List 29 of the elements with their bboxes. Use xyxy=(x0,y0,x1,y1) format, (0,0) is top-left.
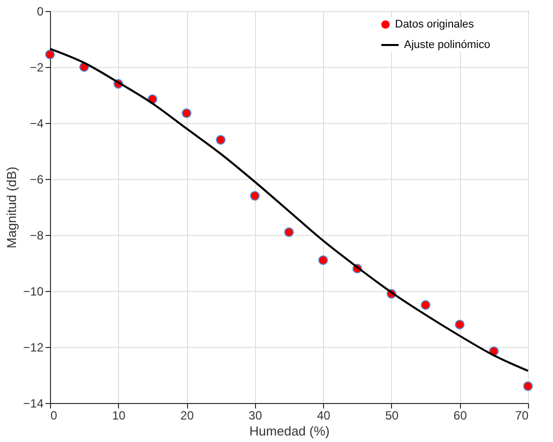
y-axis-title: Magnitud (dB) xyxy=(4,166,20,248)
point xyxy=(523,381,533,392)
y-tick-label: 0 xyxy=(36,4,44,18)
x-tick-label: 70 xyxy=(515,408,529,422)
x-tick-label: 30 xyxy=(248,408,262,422)
point xyxy=(454,320,465,330)
point xyxy=(284,227,294,238)
x-tick-label: 50 xyxy=(385,408,399,422)
point xyxy=(182,108,192,118)
x-tick-label: 60 xyxy=(454,408,468,422)
y-tick-label: −14 xyxy=(23,396,44,410)
legend-label: Ajuste polinómico xyxy=(404,39,490,51)
x-axis-title: Humedad (%) xyxy=(249,424,330,438)
point xyxy=(318,255,328,266)
y-tick-label: −10 xyxy=(23,284,44,298)
point xyxy=(45,50,55,60)
y-tick-label: −4 xyxy=(30,116,44,130)
y-tick-label: −8 xyxy=(30,228,44,242)
x-tick-label: 10 xyxy=(112,408,126,422)
point xyxy=(216,134,226,145)
y-tick-label: −12 xyxy=(23,340,44,354)
legend-label: Datos originales xyxy=(395,18,474,30)
y-tick-label: −6 xyxy=(30,172,44,186)
x-tick-label: 40 xyxy=(316,408,331,422)
point xyxy=(420,300,430,310)
x-tick-label: 0 xyxy=(50,408,58,422)
y-tick-label: −2 xyxy=(30,60,44,74)
x-tick-label: 20 xyxy=(180,408,194,422)
point xyxy=(250,190,260,201)
